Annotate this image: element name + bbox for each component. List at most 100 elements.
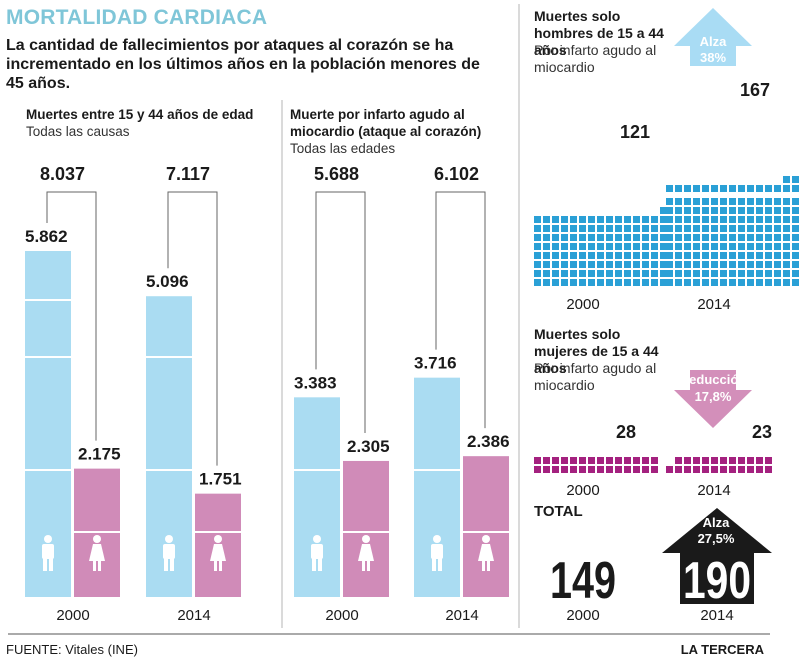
arrow-down-icon <box>674 370 752 428</box>
men-2014-cell-62 <box>684 243 691 250</box>
men-2014-cell-129 <box>747 207 754 214</box>
men-2014-cell-19 <box>702 270 709 277</box>
women-2014-cell-7 <box>729 466 736 473</box>
value-male-p2-2000: 3.383 <box>294 373 337 392</box>
panel3-subtitle: Por infarto agudo al miocardio <box>534 42 657 75</box>
men-2000-cell-102 <box>642 225 649 232</box>
men-2014-cell-126 <box>720 207 727 214</box>
women-2014-cell-20 <box>747 457 754 464</box>
men-2014-cell-41 <box>765 261 772 268</box>
men-2014-cell-28 <box>783 270 790 277</box>
value-female-p1-2000: 2.175 <box>78 445 121 464</box>
men-2000-cell-14 <box>660 279 667 286</box>
value-male-p2-2014: 3.716 <box>414 354 457 373</box>
women-2014-cell-17 <box>720 457 727 464</box>
men-2000-cell-87 <box>642 234 649 241</box>
men-2000-cell-31 <box>543 261 550 268</box>
men-2014-cell-111 <box>720 216 727 223</box>
men-2000-cell-65 <box>579 243 586 250</box>
women-2014-value: 23 <box>752 422 772 442</box>
men-2014-cell-66 <box>720 243 727 250</box>
women-2014-cell-19 <box>738 457 745 464</box>
men-2014-cell-54 <box>747 252 754 259</box>
men-2000-cell-22 <box>597 270 604 277</box>
men-2014-cell-154 <box>702 185 709 192</box>
men-2000-cell-95 <box>579 225 586 232</box>
men-2014-cell-124 <box>702 207 709 214</box>
men-2000-cell-54 <box>615 252 622 259</box>
men-2000-cell-98 <box>606 225 613 232</box>
men-2000-cell-66 <box>588 243 595 250</box>
men-2014-cell-86 <box>765 234 772 241</box>
men-2014-cell-100 <box>756 225 763 232</box>
men-2014-cell-156 <box>720 185 727 192</box>
men-2014-cell-155 <box>711 185 718 192</box>
men-2014-cell-91 <box>675 225 682 232</box>
men-2000-cell-20 <box>579 270 586 277</box>
men-2000-cell-72 <box>642 243 649 250</box>
men-2000-cell-49 <box>570 252 577 259</box>
men-2000-cell-55 <box>624 252 631 259</box>
men-2000-cell-1 <box>543 279 550 286</box>
men-2014-cell-50 <box>711 252 718 259</box>
men-2000-cell-113 <box>606 216 613 223</box>
men-2000-year: 2000 <box>566 296 599 313</box>
men-2000-cell-32 <box>552 261 559 268</box>
men-2000-cell-86 <box>633 234 640 241</box>
arrow-up-icon <box>674 8 752 66</box>
total-value-p2-2000: 5.688 <box>314 164 359 184</box>
female-figure-icon-p1-2000 <box>89 535 105 571</box>
men-2000-cell-67 <box>597 243 604 250</box>
men-2014-cell-145 <box>756 198 763 205</box>
men-2000-cell-26 <box>633 270 640 277</box>
female-figure-icon-p2-2000 <box>358 535 374 571</box>
men-2000-cell-96 <box>588 225 595 232</box>
men-2014-cell-127 <box>729 207 736 214</box>
men-2000-value: 121 <box>620 122 650 142</box>
male-figure-icon-p2-2000 <box>311 535 323 571</box>
men-2014-cell-46 <box>675 252 682 259</box>
men-2014-cell-76 <box>675 234 682 241</box>
women-2000-value: 28 <box>616 422 636 442</box>
men-2000-cell-97 <box>597 225 604 232</box>
men-2000-cell-106 <box>543 216 550 223</box>
total-change-value: 27,5% <box>698 531 735 546</box>
value-female-p2-2000: 2.305 <box>347 437 390 456</box>
men-2014-cell-1 <box>675 279 682 286</box>
men-2000-cell-68 <box>606 243 613 250</box>
men-2014-cell-135 <box>666 198 673 205</box>
men-2000-cell-25 <box>624 270 631 277</box>
value-female-p2-2014: 2.386 <box>467 432 510 451</box>
men-2000-cell-63 <box>561 243 568 250</box>
year-label-p1-2000: 2000 <box>56 607 89 624</box>
men-2014-cell-78 <box>693 234 700 241</box>
men-2000-cell-34 <box>570 261 577 268</box>
men-2014-cell-7 <box>729 279 736 286</box>
men-2000-cell-39 <box>615 261 622 268</box>
men-2000-cell-57 <box>642 252 649 259</box>
men-2014-cell-68 <box>738 243 745 250</box>
men-2000-cell-103 <box>651 225 658 232</box>
men-2014-cell-57 <box>774 252 781 259</box>
total-value-p1-2000: 8.037 <box>40 164 85 184</box>
men-2000-cell-114 <box>615 216 622 223</box>
women-change-value: 17,8% <box>695 389 732 404</box>
men-2014-cell-165 <box>783 176 790 183</box>
male-figure-icon-p1-2000 <box>42 535 54 571</box>
men-2014-cell-14 <box>792 279 799 286</box>
women-2000-cell-8 <box>606 466 613 473</box>
men-2014-cell-51 <box>720 252 727 259</box>
women-2014-cell-11 <box>765 466 772 473</box>
men-2000-cell-18 <box>561 270 568 277</box>
men-2000-cell-37 <box>597 261 604 268</box>
women-2014-cell-3 <box>693 466 700 473</box>
men-2014-cell-92 <box>684 225 691 232</box>
men-2014-cell-115 <box>756 216 763 223</box>
total-change-label: Alza <box>703 515 731 530</box>
men-2000-cell-46 <box>543 252 550 259</box>
men-2014-cell-11 <box>765 279 772 286</box>
panel3-title: Muertes solo hombres de 15 a 44 años <box>534 8 664 58</box>
men-2014-cell-84 <box>747 234 754 241</box>
men-2014-cell-49 <box>702 252 709 259</box>
men-2000-cell-8 <box>606 279 613 286</box>
